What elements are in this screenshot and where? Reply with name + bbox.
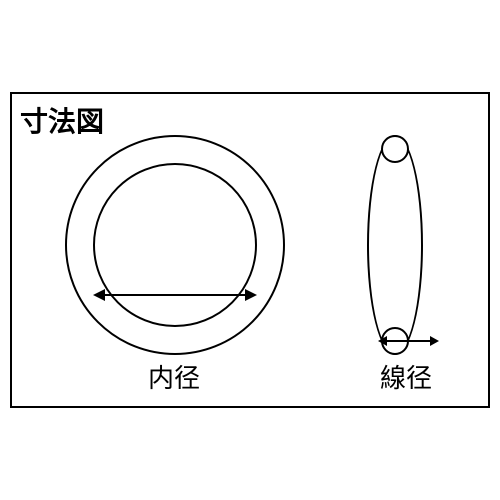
wire-diameter-arrow-left [378,336,387,346]
wire-diameter-label: 線径 [380,358,432,395]
diagram-container: 寸法図 内径 線径 [0,0,500,500]
wire-diameter-line [385,340,433,342]
inner-diameter-arrow-right [245,289,257,301]
inner-diameter-line [100,294,250,296]
diagram-title: 寸法図 [20,100,104,140]
oring-side-top-circle [381,135,409,163]
wire-diameter-arrow-right [430,336,439,346]
inner-diameter-arrow-left [93,289,105,301]
oring-front-inner [93,163,257,327]
inner-diameter-label: 内径 [148,358,200,395]
oring-side-outer [367,135,423,355]
